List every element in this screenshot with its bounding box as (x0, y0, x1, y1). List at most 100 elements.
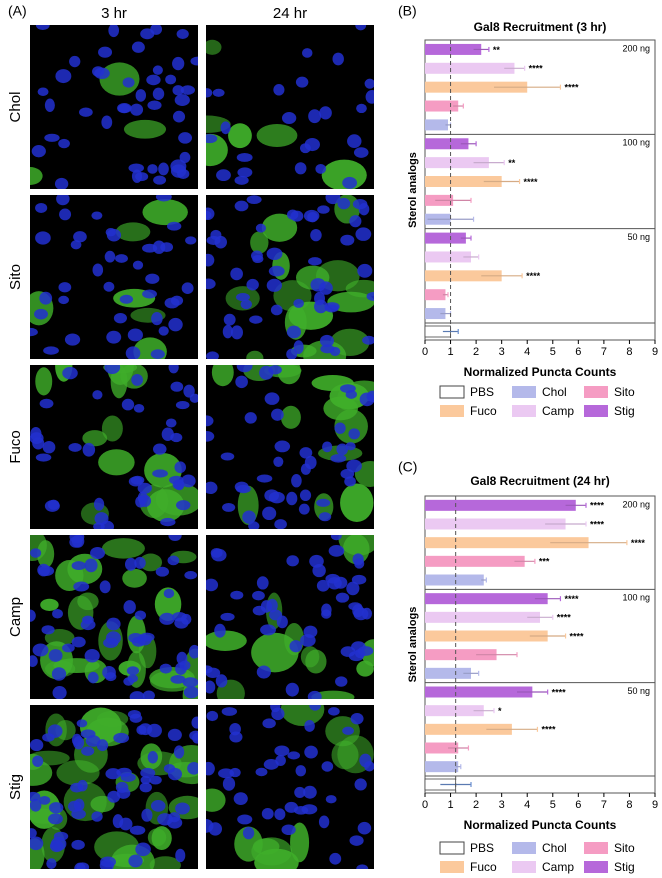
nucleus (92, 263, 104, 277)
nucleus (303, 625, 318, 638)
nucleus (139, 782, 152, 793)
legend-swatch (512, 405, 536, 417)
nucleus (342, 726, 354, 735)
significance: ** (493, 45, 501, 55)
nucleus (141, 808, 153, 822)
micrograph (206, 535, 374, 699)
nucleus (349, 835, 364, 846)
x-tick-label: 9 (652, 346, 658, 358)
cell-body (101, 415, 123, 442)
nucleus (256, 474, 273, 483)
nucleus (309, 705, 321, 711)
nucleus (135, 89, 147, 102)
significance: *** (539, 557, 550, 567)
nucleus (235, 375, 248, 389)
nucleus (330, 535, 342, 541)
significance: **** (564, 594, 579, 604)
nucleus (237, 167, 253, 178)
nucleus (355, 227, 372, 241)
legend-swatch (584, 405, 608, 417)
nucleus (302, 48, 313, 58)
nucleus (179, 660, 191, 671)
nucleus (183, 686, 198, 699)
nucleus (129, 825, 146, 835)
significance: **** (590, 519, 605, 529)
nucleus (325, 795, 337, 804)
nucleus (30, 655, 38, 667)
row-label: Camp (7, 597, 24, 637)
legend-swatch (512, 386, 536, 398)
nucleus (286, 325, 302, 339)
legend-swatch (440, 861, 464, 873)
nucleus (215, 674, 228, 688)
nucleus (332, 52, 344, 66)
nucleus (308, 257, 322, 266)
nucleus (142, 289, 157, 299)
legend-label: Fuco (470, 404, 497, 418)
nucleus (43, 346, 59, 355)
significance: **** (524, 177, 539, 187)
nucleus (304, 455, 317, 470)
nucleus (152, 469, 168, 478)
nucleus (285, 682, 299, 697)
nucleus (168, 535, 182, 541)
nucleus (255, 223, 267, 233)
nucleus (35, 231, 51, 245)
nucleus (255, 767, 268, 777)
nucleus (87, 671, 99, 684)
nucleus (44, 98, 55, 112)
bar (425, 119, 448, 131)
x-tick-label: 7 (601, 346, 607, 358)
nucleus (168, 767, 182, 781)
nucleus (163, 588, 175, 599)
bar (425, 499, 576, 511)
nucleus (125, 346, 141, 359)
nucleus (119, 294, 134, 304)
legend-swatch (440, 405, 464, 417)
nucleus (35, 25, 50, 30)
significance: **** (552, 687, 567, 697)
nucleus (357, 821, 372, 835)
cell-body (256, 123, 298, 148)
nucleus (223, 313, 236, 326)
nucleus (42, 440, 56, 454)
nucleus (321, 761, 334, 772)
nucleus (38, 796, 51, 805)
nucleus (340, 234, 355, 246)
nucleus (359, 753, 372, 768)
nucleus (131, 169, 143, 183)
nucleus (37, 87, 49, 96)
nucleus (206, 415, 214, 427)
nucleus (139, 632, 155, 642)
panel-label: (B) (398, 3, 417, 19)
nucleus (273, 456, 284, 467)
bar (425, 157, 489, 169)
cell-body (35, 367, 53, 396)
nucleus (274, 745, 290, 757)
x-tick-label: 0 (422, 346, 428, 358)
nucleus (128, 163, 144, 173)
micrograph-bg (30, 25, 198, 189)
cell-body (98, 449, 135, 476)
nucleus (229, 731, 243, 743)
nucleus (295, 765, 307, 777)
significance: **** (590, 501, 605, 511)
nucleus (113, 313, 127, 324)
nucleus (244, 412, 257, 424)
nucleus (140, 767, 156, 779)
nucleus (353, 147, 369, 158)
nucleus (150, 800, 166, 812)
micrograph (206, 195, 374, 359)
legend-label: Fuco (470, 860, 497, 874)
significance: **** (631, 538, 646, 548)
bar (425, 62, 515, 74)
x-axis-label: Normalized Puncta Counts (464, 818, 617, 832)
nucleus (67, 800, 82, 812)
bar (425, 537, 589, 549)
nucleus (324, 304, 339, 313)
cell-body (251, 837, 293, 866)
bar (425, 574, 484, 586)
nucleus (260, 600, 273, 613)
legend-label: Stig (614, 404, 635, 418)
